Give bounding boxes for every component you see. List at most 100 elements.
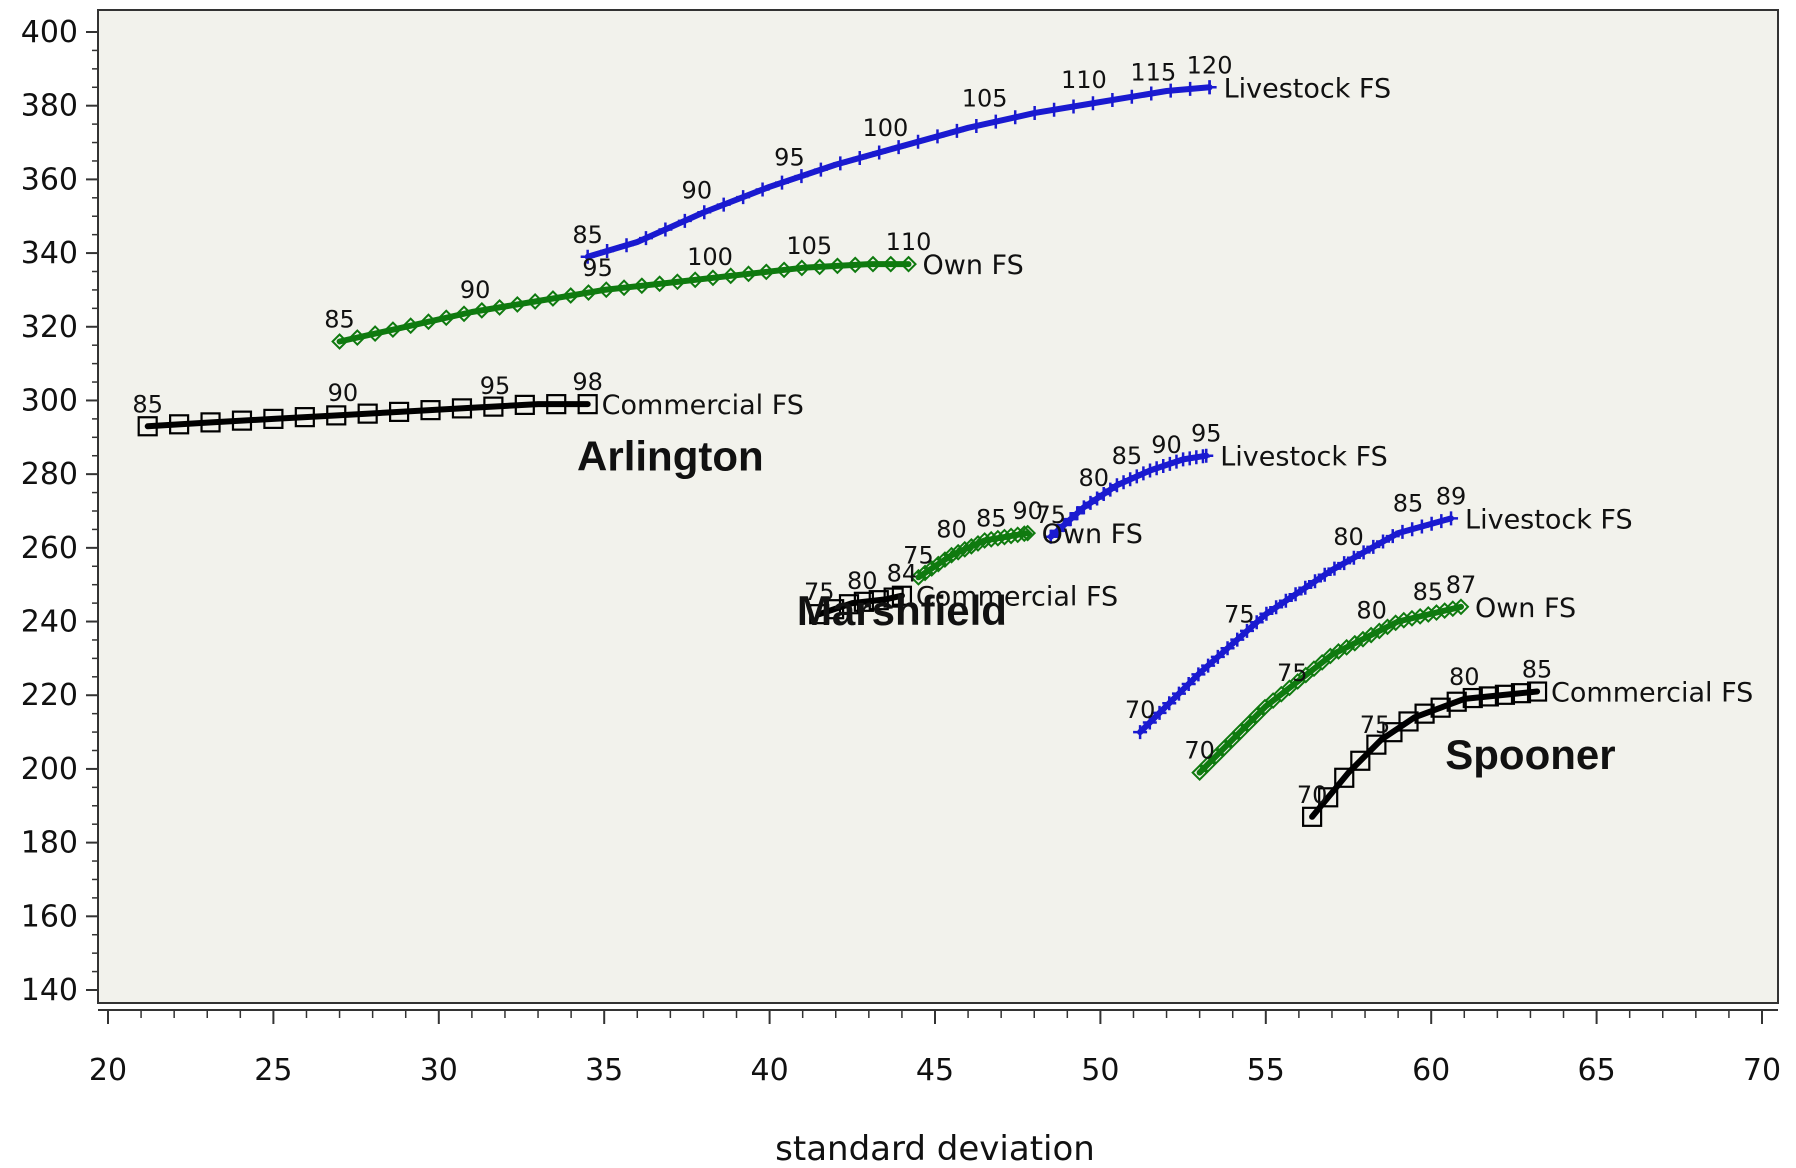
square-marker (451, 398, 473, 419)
y-tick-label: 220 (21, 678, 78, 713)
plus-marker (872, 145, 887, 160)
x-tick-label: 60 (1412, 1053, 1450, 1088)
plus-marker (736, 190, 751, 205)
plus-marker (677, 213, 692, 228)
plus-marker (1181, 676, 1196, 691)
x-tick-label: 40 (751, 1053, 789, 1088)
plus-marker (1156, 459, 1171, 474)
square-marker (1318, 787, 1339, 808)
y-tick-label: 300 (21, 383, 78, 418)
plus-marker (1210, 649, 1225, 664)
plus-marker (1298, 580, 1313, 595)
diamond-marker (722, 267, 740, 285)
diamond-marker (1199, 756, 1217, 773)
point-label: 75 (1224, 600, 1255, 628)
diamond-marker (686, 271, 704, 289)
plus-marker (1085, 96, 1100, 111)
plus-marker (619, 238, 634, 253)
diamond-marker (775, 261, 793, 279)
square-marker (263, 408, 284, 429)
plus-marker (891, 140, 906, 155)
point-label: 75 (1036, 501, 1067, 529)
plus-marker (1149, 461, 1164, 476)
plus-marker (580, 249, 595, 264)
square-marker (853, 591, 874, 612)
plus-marker (833, 156, 848, 171)
plus-marker (1143, 463, 1158, 478)
point-label: 120 (1187, 51, 1233, 79)
plus-marker (911, 134, 926, 149)
diamond-marker (793, 259, 811, 277)
diamond-marker (969, 535, 987, 552)
series-line (336, 261, 912, 345)
diamond-marker (943, 546, 960, 564)
plus-marker (1136, 466, 1151, 481)
x-tick-label: 20 (89, 1053, 127, 1088)
plus-marker (1308, 574, 1323, 589)
diamond-marker (437, 309, 455, 327)
point-label: 80 (1356, 597, 1387, 625)
plus-marker (1169, 454, 1184, 469)
x-tick-label: 70 (1743, 1053, 1781, 1088)
plus-marker (1346, 550, 1361, 565)
diamond-marker (910, 568, 927, 586)
square-marker (891, 585, 913, 606)
plus-marker (988, 114, 1003, 129)
diamond-marker (1215, 739, 1233, 757)
square-marker (824, 599, 845, 620)
point-label: 105 (786, 232, 832, 260)
y-tick-label: 360 (21, 162, 78, 197)
square-marker (1510, 683, 1532, 704)
plus-marker (813, 162, 828, 177)
square-marker (294, 407, 315, 428)
diamond-marker (1207, 747, 1225, 765)
square-marker (838, 594, 860, 615)
plus-marker (1202, 80, 1217, 95)
series-name-label: Commercial FS (1551, 678, 1753, 709)
series-name-label: Commercial FS (916, 582, 1118, 613)
square-marker (809, 604, 830, 625)
square-marker (1478, 686, 1499, 707)
diamond-marker (1362, 626, 1380, 644)
plus-marker (852, 150, 867, 165)
point-label: 100 (687, 243, 733, 271)
series-name-label: Own FS (1042, 519, 1143, 550)
diamond-marker (1403, 609, 1421, 627)
point-label: 75 (1360, 711, 1391, 739)
square-marker (1494, 684, 1516, 705)
diamond-marker (580, 284, 597, 301)
x-axis-title: standard deviation (775, 1129, 1095, 1168)
plus-marker (1424, 516, 1439, 531)
square-marker (1366, 734, 1387, 755)
plus-marker (1269, 600, 1284, 615)
plus-marker (1249, 615, 1264, 630)
x-tick-label: 45 (916, 1053, 954, 1088)
diamond-marker (1452, 598, 1470, 616)
point-label: 80 (847, 567, 878, 595)
square-marker (1398, 711, 1419, 732)
diamond-marker (704, 269, 722, 287)
diamond-marker (1248, 706, 1266, 724)
diamond-marker (916, 564, 934, 582)
diamond-marker (402, 317, 420, 335)
point-label: 90 (460, 276, 491, 304)
plus-marker (1008, 110, 1023, 125)
diamond-marker (929, 555, 947, 573)
point-label: 85 (1393, 490, 1424, 518)
diamond-marker (982, 530, 1000, 548)
y-tick-label: 380 (21, 89, 78, 124)
diamond-marker (491, 298, 508, 316)
diamond-marker (526, 293, 544, 310)
series-name-label: Livestock FS (1224, 73, 1392, 104)
diamond-marker (996, 528, 1013, 546)
square-marker (326, 405, 347, 426)
plus-marker (1105, 93, 1120, 108)
diamond-marker (882, 255, 900, 273)
diamond-marker (1354, 630, 1372, 648)
square-marker (231, 410, 253, 431)
